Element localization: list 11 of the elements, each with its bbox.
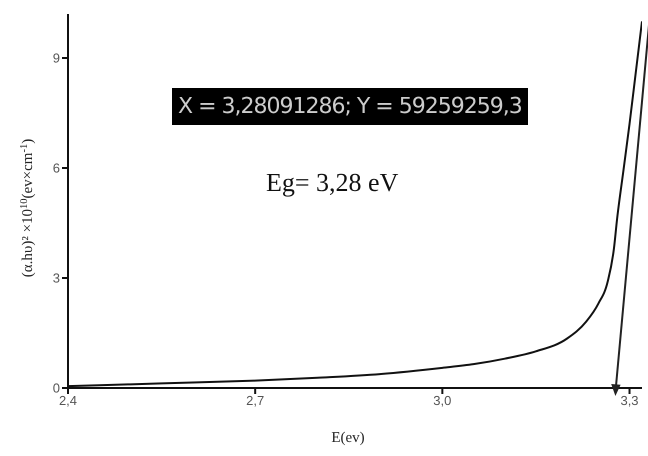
x-axis-title: E(ev) (331, 430, 365, 446)
x-tick-label: 2,7 (246, 393, 264, 408)
x-tick-label: 3,3 (620, 393, 639, 408)
y-tick-label: 0 (52, 380, 60, 396)
x-tick-label: 2,4 (58, 393, 78, 408)
y-tick-label: 3 (52, 270, 60, 286)
y-tick-label: 6 (52, 160, 60, 176)
annotation: X = 3,28091286; Y = 59259259,3 (172, 88, 528, 125)
y-tick-label: 9 (52, 50, 60, 66)
annotation: Eg= 3,28 eV (266, 168, 398, 198)
x-tick-label: 3,0 (433, 393, 452, 408)
